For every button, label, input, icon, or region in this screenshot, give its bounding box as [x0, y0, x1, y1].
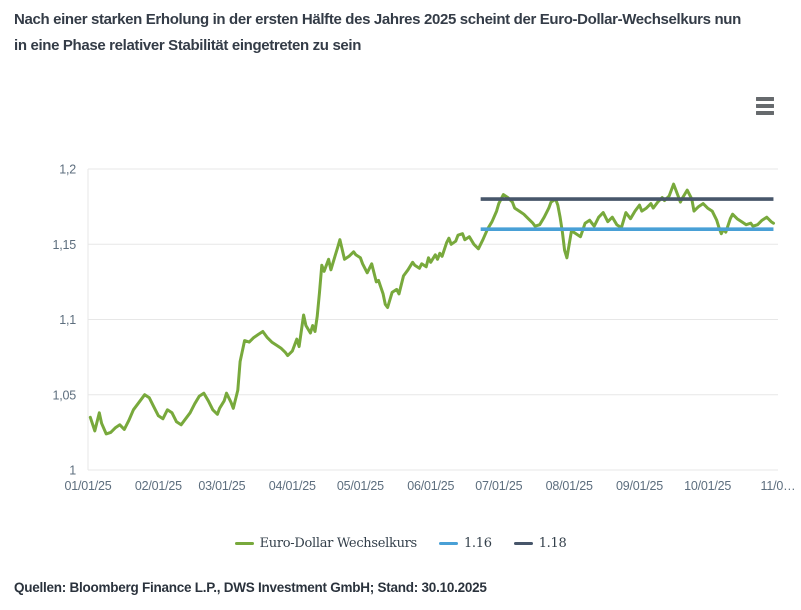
exchange-rate-chart: 1 1,05 1,1 1,15 1,2 01/01/25 02/01/25 03/01/25 0… [52, 163, 796, 494]
legend-item-ref-116[interactable]: 1.16 [438, 536, 492, 551]
series-color-swatch-icon [234, 541, 254, 546]
legend-label: 1.18 [538, 536, 567, 551]
hamburger-menu-icon [756, 104, 774, 108]
hamburger-menu-icon [756, 111, 774, 115]
chart-title-line-2: in eine Phase relativer Stabilität einge… [14, 37, 362, 54]
ref-line-118-swatch-icon [513, 541, 533, 546]
legend-item-euro-dollar[interactable]: Euro-Dollar Wechselkurs [234, 536, 418, 551]
chart-title: Nach einer starken Erholung in der erste… [14, 7, 801, 59]
x-axis-tick-label: 08/01/25 [546, 479, 593, 493]
x-axis-tick-label: 09/01/25 [616, 479, 663, 493]
x-axis-tick-label: 06/01/25 [407, 479, 454, 493]
chart-legend: Euro-Dollar Wechselkurs 1.16 1.18 [0, 536, 801, 551]
legend-label: 1.16 [463, 536, 492, 551]
x-axis-tick-label: 07/01/25 [475, 479, 522, 493]
legend-item-ref-118[interactable]: 1.18 [513, 536, 567, 551]
x-axis-tick-label: 02/01/25 [135, 479, 182, 493]
y-axis-tick-label: 1 [69, 464, 76, 478]
chart-menu-button[interactable] [752, 93, 778, 119]
x-axis-tick-label: 11/0… [761, 479, 796, 493]
ref-line-116-swatch-icon [438, 541, 458, 546]
x-axis-tick-label: 01/01/25 [64, 479, 111, 493]
y-axis-tick-label: 1,05 [52, 388, 76, 402]
x-axis-tick-label: 05/01/25 [337, 479, 384, 493]
chart-title-line-1: Nach einer starken Erholung in der erste… [14, 11, 741, 28]
y-axis-tick-label: 1,15 [52, 238, 76, 252]
x-axis-tick-label: 04/01/25 [269, 479, 316, 493]
hamburger-menu-icon [756, 97, 774, 101]
x-axis-tick-label: 03/01/25 [198, 479, 245, 493]
exchange-rate-line [88, 182, 775, 436]
legend-label: Euro-Dollar Wechselkurs [259, 536, 418, 551]
source-note: Quellen: Bloomberg Finance L.P., DWS Inv… [14, 580, 487, 595]
x-axis-tick-label: 10/01/25 [684, 479, 731, 493]
y-axis-tick-label: 1,2 [59, 163, 76, 177]
y-axis-tick-label: 1,1 [59, 313, 76, 327]
